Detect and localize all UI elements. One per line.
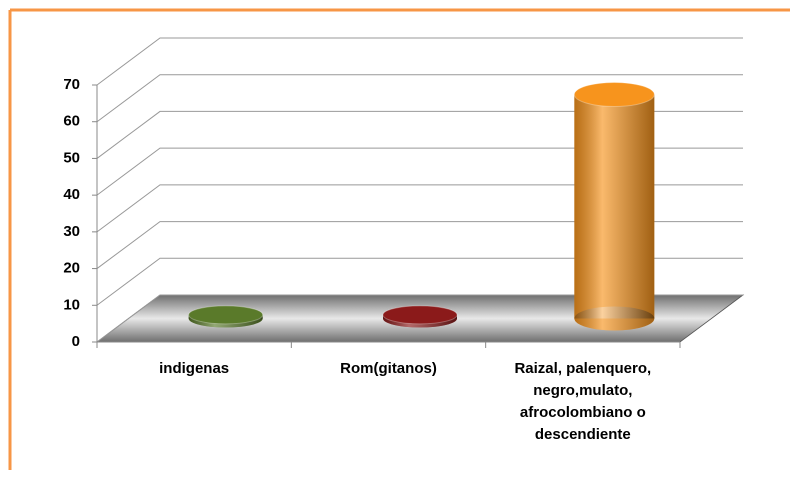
bar-top (188, 305, 264, 325)
x-tick-label: Raizal, palenquero, negro,mulato, afroco… (514, 360, 652, 443)
grid-line (96, 257, 743, 306)
y-tick-label: 20 (63, 260, 80, 277)
bar (573, 82, 655, 331)
x-tick-label: indigenas (159, 360, 230, 377)
grid-line (96, 147, 743, 196)
y-tick-label: 10 (63, 296, 80, 313)
grid-line (96, 184, 743, 233)
y-tick-label: 0 (72, 333, 80, 350)
bar (382, 305, 458, 328)
grid-line (96, 37, 743, 86)
y-tick-label: 40 (63, 186, 80, 203)
y-tick-label: 50 (63, 149, 80, 166)
bar-shade (574, 94, 655, 319)
y-tick-label: 70 (63, 76, 80, 93)
grid-line (96, 221, 743, 269)
grid-line (96, 74, 743, 123)
bar-bottom-shade (574, 306, 655, 331)
y-tick-label: 60 (63, 113, 80, 130)
bar-top (382, 305, 458, 325)
x-tick-label: Rom(gitanos) (340, 360, 437, 377)
y-tick-label: 30 (63, 223, 80, 240)
bar-top (573, 82, 655, 108)
bar (188, 305, 264, 328)
grid-line (96, 294, 743, 343)
grid-line (96, 110, 743, 159)
